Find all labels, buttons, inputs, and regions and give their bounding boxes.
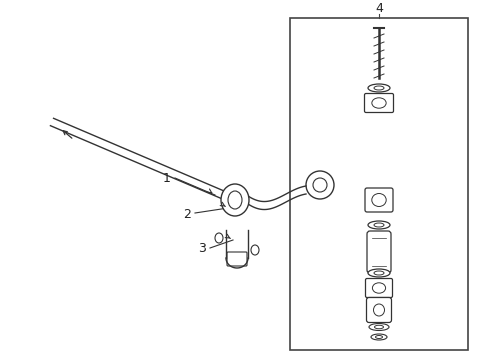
Ellipse shape [250,245,259,255]
Ellipse shape [367,269,389,277]
Ellipse shape [373,223,383,227]
FancyBboxPatch shape [364,188,392,212]
FancyBboxPatch shape [366,231,390,273]
Ellipse shape [312,178,326,192]
Ellipse shape [374,325,383,329]
Ellipse shape [375,336,382,338]
FancyBboxPatch shape [226,252,246,266]
Text: 3: 3 [198,243,205,256]
Ellipse shape [373,271,383,275]
FancyBboxPatch shape [364,94,393,112]
Ellipse shape [373,304,384,316]
Ellipse shape [215,233,223,243]
Ellipse shape [221,184,248,216]
Ellipse shape [370,334,386,340]
FancyBboxPatch shape [365,279,392,297]
Text: 1: 1 [163,172,171,185]
Ellipse shape [371,194,386,207]
Ellipse shape [305,171,333,199]
Ellipse shape [373,86,383,90]
Ellipse shape [367,84,389,92]
Bar [289,18,467,350]
Text: 4: 4 [374,3,382,15]
FancyBboxPatch shape [366,297,391,323]
Ellipse shape [227,191,242,209]
Text: 2: 2 [183,207,191,220]
Ellipse shape [372,283,385,293]
Ellipse shape [368,324,388,330]
Ellipse shape [371,98,386,108]
Ellipse shape [367,221,389,229]
